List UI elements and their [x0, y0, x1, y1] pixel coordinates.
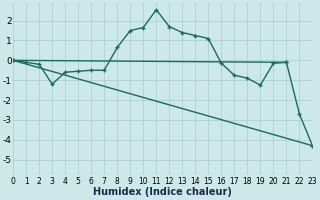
X-axis label: Humidex (Indice chaleur): Humidex (Indice chaleur) — [93, 187, 232, 197]
